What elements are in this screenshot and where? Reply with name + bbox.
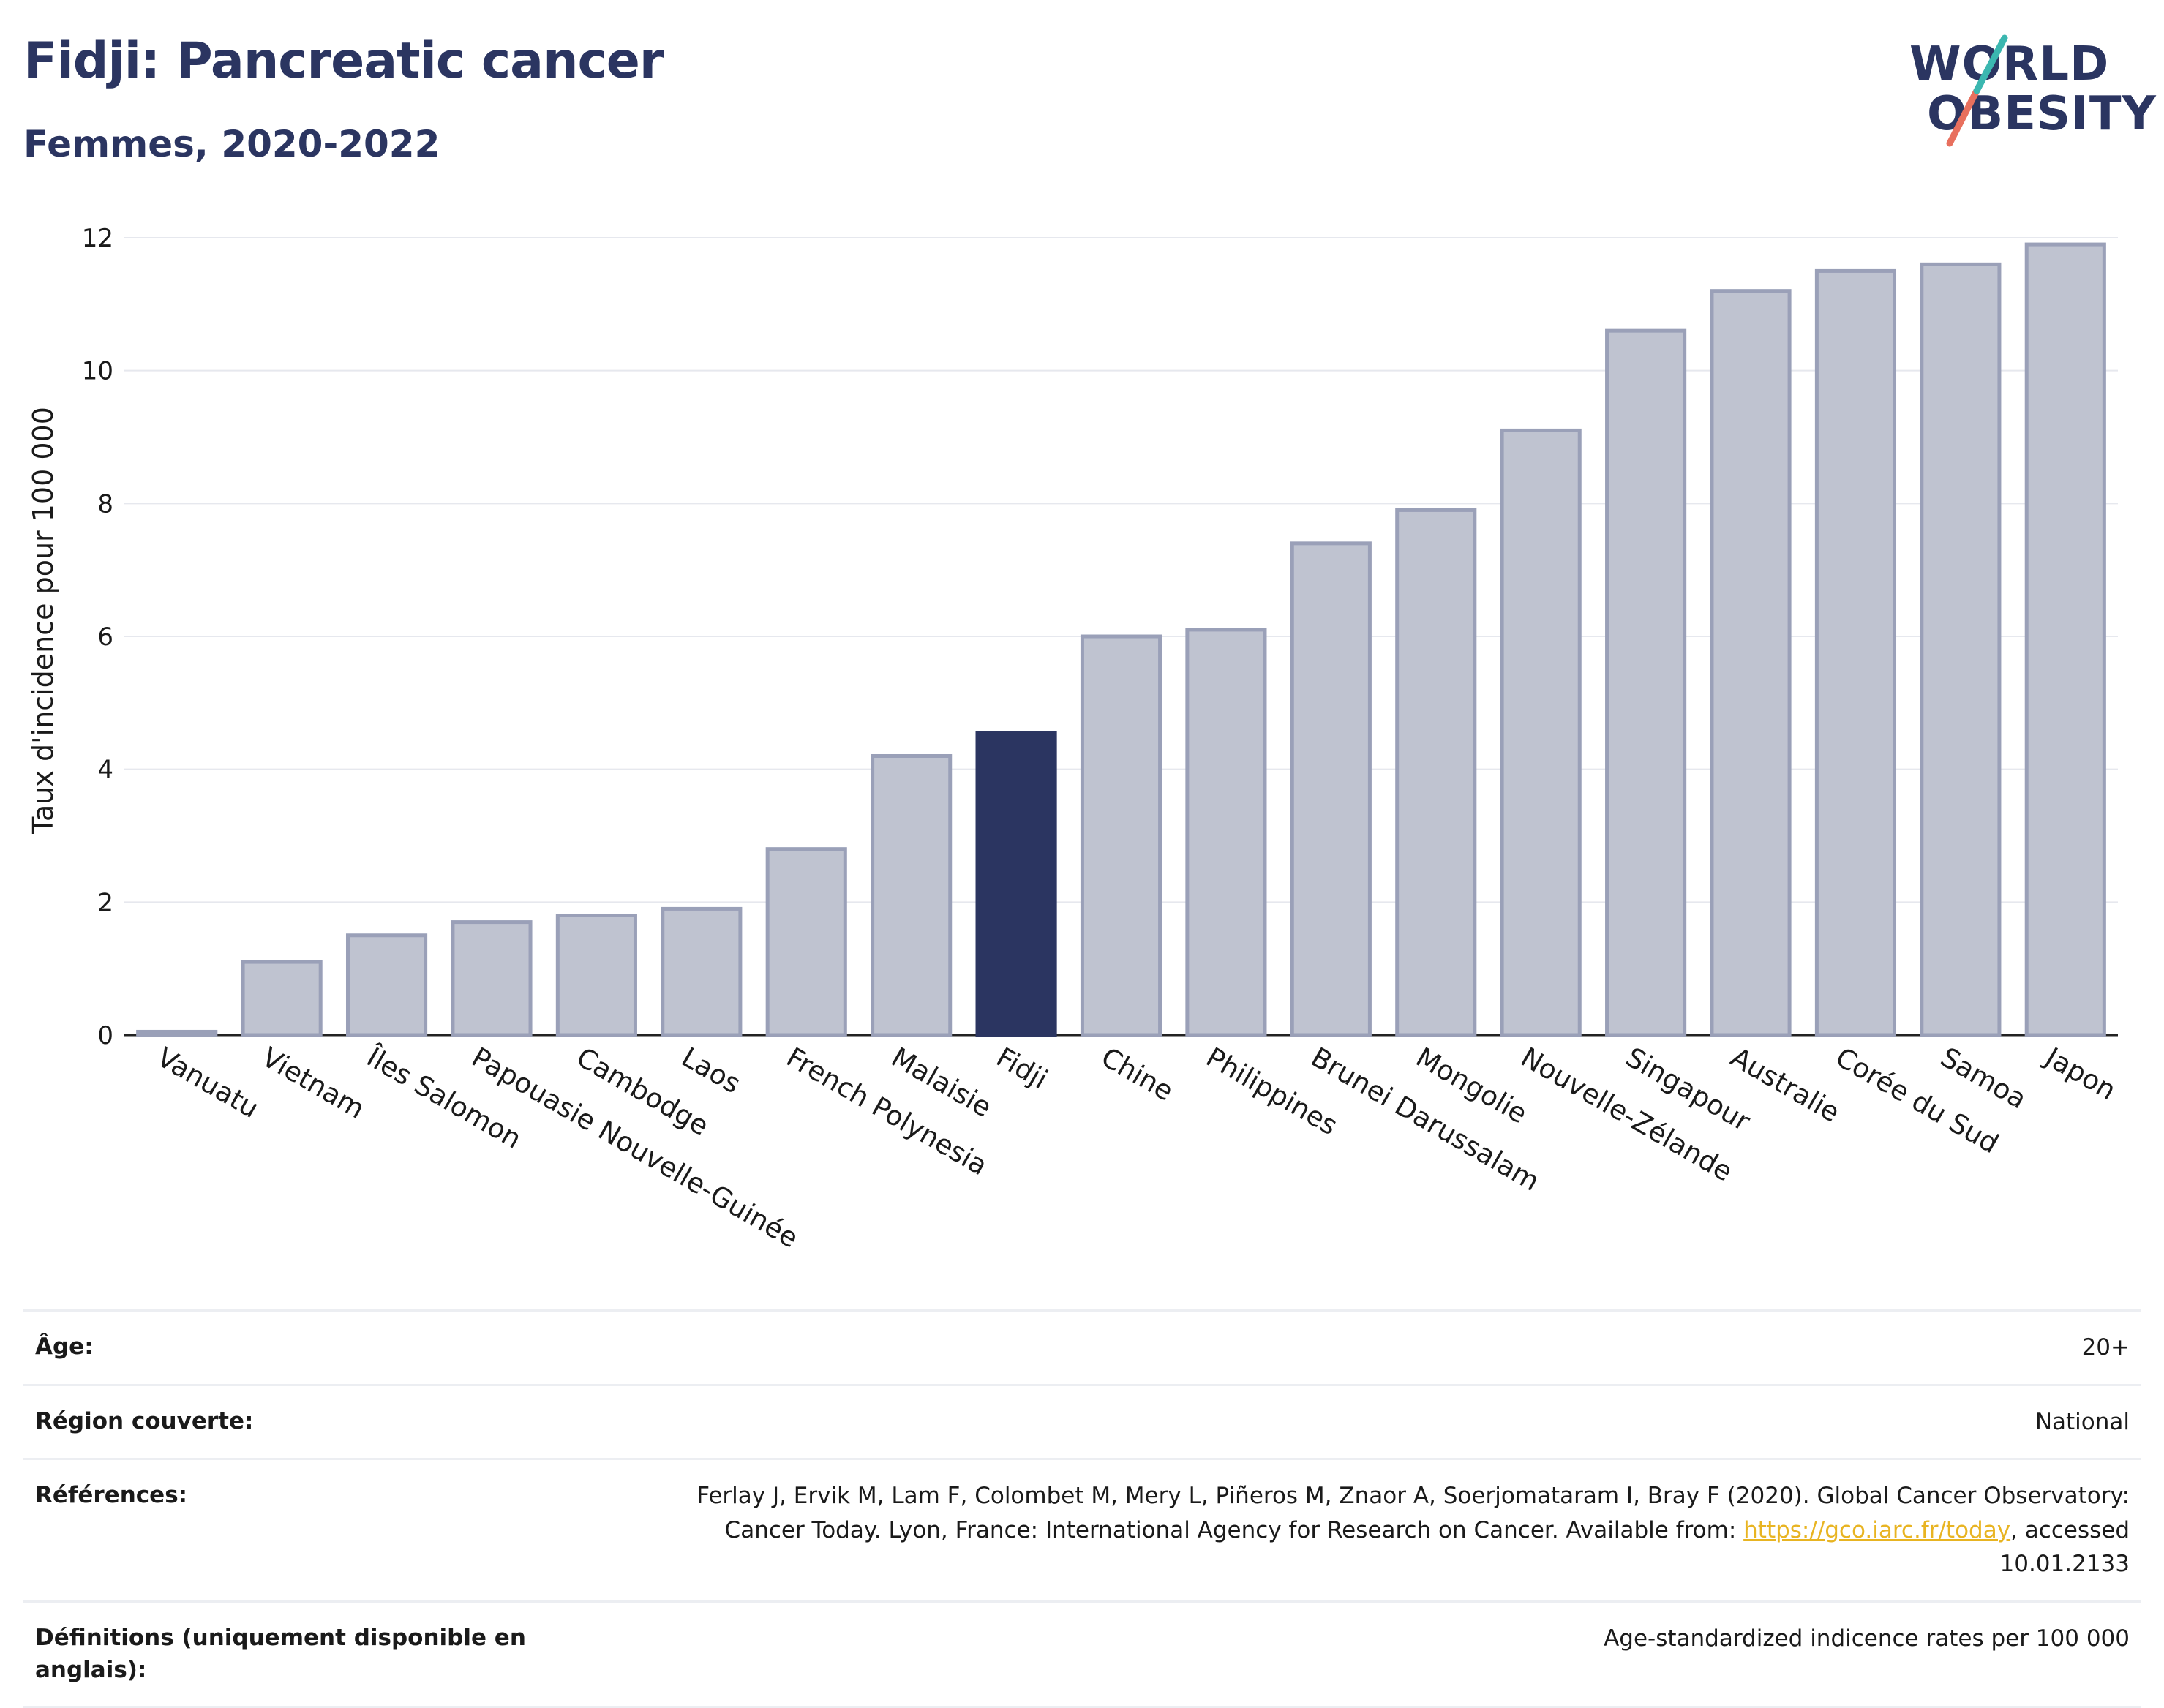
- y-axis-label: Taux d'incidence pour 100 000: [27, 407, 59, 835]
- bar-mongolie[interactable]: [1397, 510, 1475, 1035]
- x-tick-label: Vanuatu: [151, 1042, 264, 1125]
- bar-samoa[interactable]: [1922, 264, 1999, 1035]
- x-tick-label: Fidji: [991, 1042, 1053, 1096]
- y-tick-labels: 0 2 4 6 8 10 12: [82, 224, 113, 1050]
- x-tick-label: Vietnam: [257, 1042, 370, 1125]
- age-label: Âge:: [35, 1331, 533, 1365]
- definitions-value: Age-standardized indicence rates per 100…: [533, 1622, 2130, 1688]
- definitions-label: Définitions (uniquement disponible en an…: [35, 1622, 533, 1688]
- bar-vietnam[interactable]: [243, 962, 320, 1035]
- bar-singapour[interactable]: [1607, 331, 1685, 1035]
- references-value: Ferlay J, Ervik M, Lam F, Colombet M, Me…: [533, 1479, 2130, 1581]
- bar-vanuatu[interactable]: [138, 1031, 216, 1035]
- x-tick-label: Laos: [676, 1042, 745, 1100]
- bar-australie[interactable]: [1712, 291, 1789, 1035]
- y-tick-label: 10: [82, 357, 113, 386]
- bar-nouvelle-zélande[interactable]: [1502, 430, 1579, 1035]
- y-tick-label: 12: [82, 224, 113, 253]
- bar-papouasie-nouvelle-guinée[interactable]: [453, 922, 530, 1035]
- y-tick-label: 8: [97, 489, 113, 519]
- bar-cambodge[interactable]: [557, 916, 635, 1036]
- bar-corée-du-sud[interactable]: [1817, 271, 1894, 1035]
- bar-french-polynesia[interactable]: [767, 849, 845, 1035]
- bar-îles-salomon[interactable]: [347, 936, 425, 1035]
- bar-philippines[interactable]: [1187, 630, 1265, 1035]
- references-link[interactable]: https://gco.iarc.fr/today: [1743, 1517, 2010, 1543]
- info-row-definitions: Définitions (uniquement disponible en an…: [23, 1600, 2141, 1708]
- region-value: National: [533, 1405, 2130, 1440]
- bar-malaisie[interactable]: [873, 756, 950, 1036]
- info-table: Âge: 20+ Région couverte: National Référ…: [23, 1309, 2141, 1708]
- references-accessed: , accessed 10.01.2133: [2000, 1517, 2130, 1578]
- references-label: Références:: [35, 1479, 533, 1581]
- y-tick-label: 4: [97, 756, 113, 785]
- y-tick-label: 0: [97, 1021, 113, 1050]
- age-value: 20+: [533, 1331, 2130, 1365]
- bars: [138, 244, 2105, 1035]
- x-tick-label: Chine: [1096, 1042, 1179, 1107]
- info-row-age: Âge: 20+: [23, 1309, 2141, 1384]
- info-row-references: Références: Ferlay J, Ervik M, Lam F, Co…: [23, 1458, 2141, 1600]
- bar-brunei-darussalam[interactable]: [1292, 543, 1370, 1035]
- bar-laos[interactable]: [663, 908, 740, 1035]
- bar-japon[interactable]: [2026, 244, 2104, 1035]
- y-tick-label: 6: [97, 622, 113, 652]
- x-tick-label: Japon: [2039, 1041, 2122, 1107]
- bar-fidji[interactable]: [977, 733, 1055, 1035]
- region-label: Région couverte:: [35, 1405, 533, 1440]
- y-tick-label: 2: [97, 888, 113, 917]
- bar-chine[interactable]: [1082, 636, 1160, 1035]
- info-row-region: Région couverte: National: [23, 1384, 2141, 1459]
